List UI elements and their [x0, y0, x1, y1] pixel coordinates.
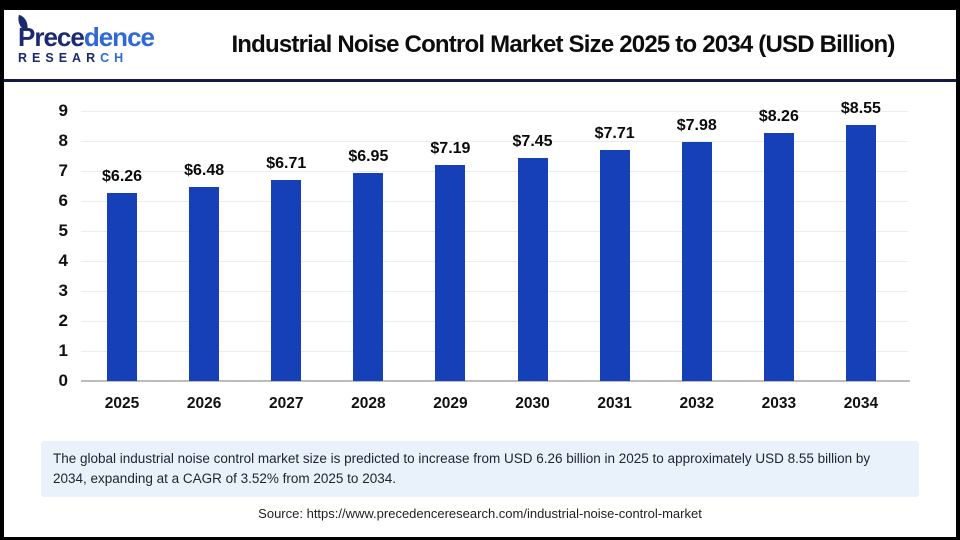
bar — [271, 179, 302, 381]
y-axis-label: 6 — [58, 191, 68, 210]
y-axis-label: 0 — [58, 371, 68, 390]
gridline — [81, 201, 908, 202]
x-axis-label: 2031 — [597, 395, 632, 412]
bar-value-label: $6.71 — [266, 154, 307, 172]
bar-value-label: $6.26 — [102, 168, 143, 186]
bar — [763, 133, 794, 381]
gridline — [81, 231, 908, 232]
bar-value-label: $8.26 — [758, 108, 799, 126]
x-axis-label: 2027 — [269, 395, 304, 412]
x-axis-label: 2029 — [433, 395, 468, 412]
y-axis-label: 3 — [58, 281, 68, 300]
bar-value-label: $7.45 — [512, 132, 553, 150]
y-axis-label: 1 — [58, 341, 68, 360]
x-axis-label: 2034 — [843, 395, 879, 412]
bar — [189, 186, 220, 381]
bar — [107, 193, 138, 381]
gridline — [81, 171, 908, 172]
logo-brand-name: Precedence — [18, 24, 170, 50]
header: Precedence RESEARCH Industrial Noise Con… — [4, 10, 956, 79]
gridline — [81, 111, 908, 112]
precedence-research-logo: Precedence RESEARCH — [15, 14, 170, 66]
source-line: Source: https://www.precedenceresearch.c… — [258, 506, 702, 521]
x-axis-label: 2028 — [351, 395, 386, 412]
gridline — [81, 291, 908, 292]
chart-title: Industrial Noise Control Market Size 202… — [231, 30, 895, 58]
logo-subtitle-dark: RESEAR — [18, 50, 101, 65]
bar-value-label: $7.19 — [430, 140, 471, 158]
bar — [599, 149, 630, 381]
bar-value-label: $7.71 — [594, 124, 635, 142]
header-divider — [4, 79, 956, 82]
x-axis-line — [81, 380, 910, 382]
bar — [681, 141, 712, 381]
logo-subtitle-light: CH — [100, 50, 129, 65]
bar-value-label: $8.55 — [840, 99, 881, 117]
gridline — [81, 261, 908, 262]
bar-value-label: $7.98 — [676, 116, 717, 134]
y-axis-label: 4 — [58, 251, 68, 270]
x-axis-label: 2026 — [186, 395, 222, 412]
y-axis-label: 8 — [58, 131, 68, 150]
bar-value-label: $6.48 — [184, 161, 225, 179]
bar — [353, 172, 384, 381]
bar — [435, 165, 466, 381]
logo-text-dark: Prece — [18, 21, 85, 52]
y-axis-label: 7 — [58, 161, 68, 180]
x-axis-label: 2032 — [679, 395, 714, 412]
logo-subtitle: RESEARCH — [18, 51, 170, 66]
summary-note: The global industrial noise control mark… — [41, 441, 919, 497]
bar — [845, 124, 876, 381]
bar — [517, 157, 548, 381]
gridline — [81, 351, 908, 352]
x-axis-label: 2030 — [515, 395, 550, 412]
infographic-frame: Precedence RESEARCH Industrial Noise Con… — [4, 10, 956, 537]
bar-chart: 0 1 2 3 4 5 6 7 8 9 $6.26 2025 $6.48 2026 $6.71 2027 $6.… — [4, 82, 956, 434]
gridline — [81, 321, 908, 322]
y-axis-label: 9 — [58, 101, 68, 120]
gridline — [81, 141, 908, 142]
logo-text-light: dence — [83, 21, 155, 52]
y-axis-label: 5 — [58, 221, 68, 240]
x-axis-label: 2025 — [104, 395, 140, 412]
bar-value-label: $6.95 — [348, 147, 389, 165]
y-axis-label: 2 — [58, 311, 68, 330]
x-axis-label: 2033 — [761, 395, 797, 412]
